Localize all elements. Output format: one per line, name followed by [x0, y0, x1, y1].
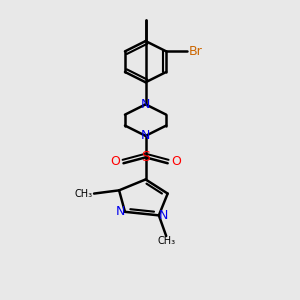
Text: CH₃: CH₃ — [157, 236, 175, 246]
Text: N: N — [116, 205, 125, 218]
Text: N: N — [141, 129, 150, 142]
Text: N: N — [159, 209, 168, 222]
Text: CH₃: CH₃ — [74, 189, 93, 199]
Text: O: O — [171, 155, 181, 168]
Text: O: O — [110, 155, 120, 168]
Text: N: N — [141, 98, 150, 111]
Text: Br: Br — [189, 45, 203, 58]
Text: S: S — [141, 150, 150, 164]
